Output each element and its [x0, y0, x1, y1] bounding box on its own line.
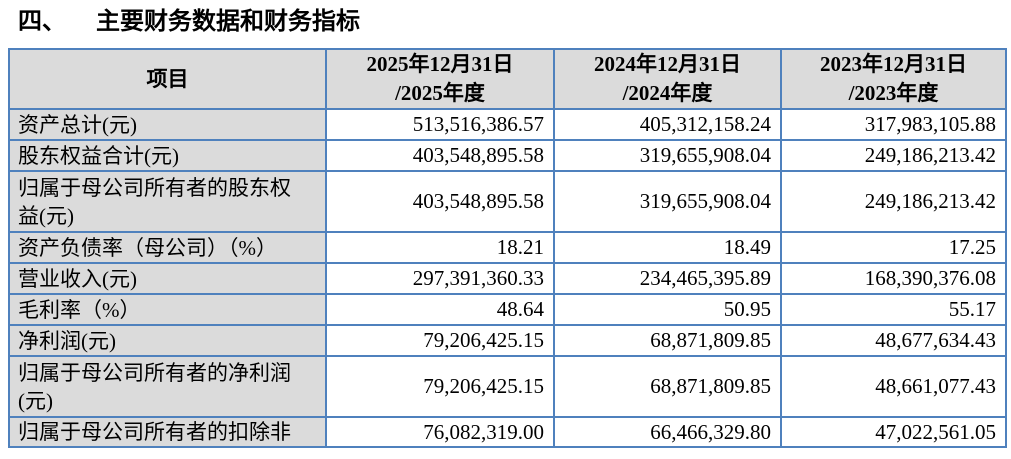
row-value-2025: 403,548,895.58: [325, 170, 555, 233]
row-value-2025: 18.21: [325, 231, 555, 264]
table-row-total-assets: 资产总计(元) 513,516,386.57 405,312,158.24 31…: [8, 108, 1007, 141]
row-value-2024: 18.49: [553, 231, 782, 264]
row-label: 毛利率（%）: [8, 293, 327, 326]
header-period-2023-date: 2023年12月31日: [820, 52, 967, 76]
header-period-2025-date: 2025年12月31日: [366, 52, 514, 76]
row-value-2025: 76,082,319.00: [325, 416, 555, 448]
row-value-2025: 513,516,386.57: [325, 108, 555, 141]
header-period-2025: 2025年12月31日 /2025年度: [325, 48, 555, 110]
row-value-2023: 47,022,561.05: [780, 416, 1007, 448]
row-label: 净利润(元): [8, 324, 327, 357]
row-value-2024: 319,655,908.04: [553, 170, 782, 233]
table-row-deducted-net-profit: 归属于母公司所有者的扣除非 76,082,319.00 66,466,329.8…: [8, 416, 1007, 448]
row-value-2023: 317,983,105.88: [780, 108, 1007, 141]
header-period-2023: 2023年12月31日 /2023年度: [780, 48, 1007, 110]
table-row-total-equity: 股东权益合计(元) 403,548,895.58 319,655,908.04 …: [8, 139, 1007, 172]
row-value-2024: 68,871,809.85: [553, 355, 782, 418]
row-value-2024: 66,466,329.80: [553, 416, 782, 448]
row-value-2025: 48.64: [325, 293, 555, 326]
row-value-2024: 68,871,809.85: [553, 324, 782, 357]
row-value-2025: 79,206,425.15: [325, 324, 555, 357]
row-value-2023: 48,661,077.43: [780, 355, 1007, 418]
row-label: 归属于母公司所有者的净利润(元): [8, 355, 327, 418]
section-heading: 四、 主要财务数据和财务指标: [0, 0, 1011, 37]
row-value-2025: 79,206,425.15: [325, 355, 555, 418]
row-label: 营业收入(元): [8, 262, 327, 295]
row-value-2025: 403,548,895.58: [325, 139, 555, 172]
row-value-2024: 405,312,158.24: [553, 108, 782, 141]
header-period-2023-year: /2023年度: [848, 81, 939, 105]
table-row-debt-ratio: 资产负债率（母公司）（%） 18.21 18.49 17.25: [8, 231, 1007, 264]
table-row-net-profit: 净利润(元) 79,206,425.15 68,871,809.85 48,67…: [8, 324, 1007, 357]
header-period-2024-year: /2024年度: [622, 81, 713, 105]
row-label: 归属于母公司所有者的扣除非: [8, 416, 327, 448]
header-period-2025-year: /2025年度: [395, 81, 485, 105]
row-label: 资产负债率（母公司）（%）: [8, 231, 327, 264]
header-item: 项目: [8, 48, 327, 110]
row-value-2023: 17.25: [780, 231, 1007, 264]
row-value-2024: 319,655,908.04: [553, 139, 782, 172]
row-value-2023: 48,677,634.43: [780, 324, 1007, 357]
table-row-revenue: 营业收入(元) 297,391,360.33 234,465,395.89 16…: [8, 262, 1007, 295]
row-value-2025: 297,391,360.33: [325, 262, 555, 295]
row-label: 资产总计(元): [8, 108, 327, 141]
row-label: 股东权益合计(元): [8, 139, 327, 172]
row-value-2023: 55.17: [780, 293, 1007, 326]
header-period-2024: 2024年12月31日 /2024年度: [553, 48, 782, 110]
row-value-2023: 168,390,376.08: [780, 262, 1007, 295]
table-header-row: 项目 2025年12月31日 /2025年度 2024年12月31日 /2024…: [8, 48, 1007, 110]
row-value-2024: 234,465,395.89: [553, 262, 782, 295]
section-title: 主要财务数据和财务指标: [96, 9, 360, 35]
row-label: 归属于母公司所有者的股东权益(元): [8, 170, 327, 233]
row-value-2024: 50.95: [553, 293, 782, 326]
row-value-2023: 249,186,213.42: [780, 139, 1007, 172]
header-period-2024-date: 2024年12月31日: [594, 52, 741, 76]
row-value-2023: 249,186,213.42: [780, 170, 1007, 233]
section-number: 四、: [18, 9, 66, 35]
financial-table: 项目 2025年12月31日 /2025年度 2024年12月31日 /2024…: [8, 48, 1007, 448]
table-row-parent-equity: 归属于母公司所有者的股东权益(元) 403,548,895.58 319,655…: [8, 170, 1007, 233]
table-row-gross-margin: 毛利率（%） 48.64 50.95 55.17: [8, 293, 1007, 326]
table-row-parent-net-profit: 归属于母公司所有者的净利润(元) 79,206,425.15 68,871,80…: [8, 355, 1007, 418]
